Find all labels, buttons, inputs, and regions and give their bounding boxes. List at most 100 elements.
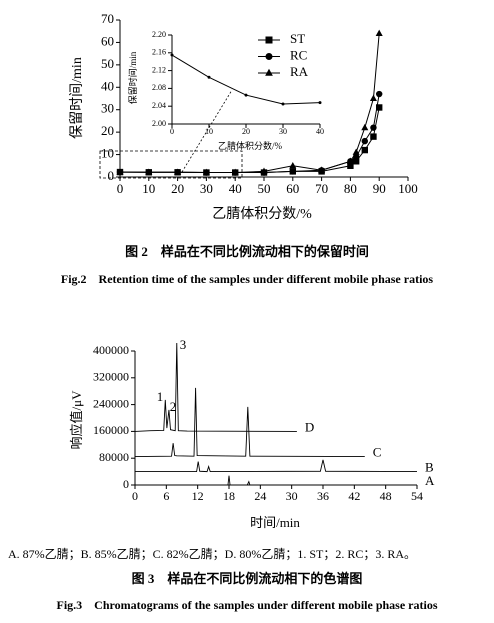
marker	[369, 94, 377, 102]
legend-marker	[265, 36, 273, 44]
inset-y-label: 保留时间/min	[127, 51, 138, 104]
marker	[346, 157, 354, 164]
peak-label: 2	[170, 399, 177, 414]
trace-label: D	[305, 419, 314, 434]
marker	[352, 148, 360, 155]
x-tick-label: 10	[205, 127, 213, 136]
marker	[347, 162, 354, 169]
peak-label: 1	[157, 389, 164, 404]
x-tick-label: 24	[254, 489, 266, 503]
x-tick-label: 0	[117, 181, 124, 196]
x-tick-label: 20	[171, 181, 184, 196]
zoom-connector	[181, 89, 233, 173]
marker	[361, 146, 368, 154]
y-axis-label: 保留时间/min	[69, 57, 85, 139]
trace	[135, 475, 417, 486]
x-tick-label: 30	[200, 181, 213, 196]
x-axis-label: 时间/min	[250, 515, 300, 530]
x-tick-label: 30	[279, 127, 287, 136]
x-tick-label: 90	[373, 181, 386, 196]
marker	[361, 137, 368, 145]
marker	[260, 167, 268, 174]
x-tick-label: 54	[411, 489, 423, 503]
inset-marker	[244, 93, 248, 97]
x-tick-label: 40	[316, 127, 324, 136]
trace-label: C	[373, 445, 382, 460]
trace	[135, 459, 418, 473]
y-tick-label: 2.04	[152, 101, 166, 110]
marker	[145, 168, 153, 175]
x-tick-label: 30	[286, 489, 298, 503]
y-tick-label: 240000	[93, 396, 129, 410]
trace-label: B	[425, 460, 434, 475]
x-axis-label: 乙腈体积分数/%	[212, 206, 312, 222]
marker	[361, 123, 369, 131]
y-tick-label: 2.16	[152, 48, 166, 57]
x-tick-label: 18	[223, 489, 235, 503]
inset-x-label: 乙腈体积分数/%	[218, 140, 283, 151]
x-tick-label: 10	[142, 181, 155, 196]
x-tick-label: 36	[317, 489, 329, 503]
marker	[289, 161, 297, 169]
y-tick-label: 2.12	[152, 65, 166, 74]
x-tick-label: 100	[398, 181, 418, 196]
x-tick-label: 80	[344, 181, 357, 196]
zoom-box	[99, 150, 243, 179]
marker	[116, 168, 124, 175]
marker	[174, 168, 182, 175]
x-tick-label: 48	[380, 489, 392, 503]
caption: 图 3 样品在不同比例流动相下的色谱图	[132, 571, 363, 586]
y-tick-label: 400000	[93, 343, 129, 357]
y-tick-label: 2.20	[152, 30, 166, 39]
caption: 图 2 样品在不同比例流动相下的保留时间	[125, 244, 369, 259]
marker	[370, 124, 377, 131]
inset-marker	[281, 102, 285, 106]
y-tick-label: 0	[123, 477, 129, 491]
y-tick-label: 60	[101, 33, 114, 48]
x-tick-label: 42	[348, 489, 360, 503]
legend-label: RC	[290, 47, 307, 62]
x-tick-label: 40	[229, 181, 242, 196]
y-tick-label: 50	[101, 56, 114, 71]
trace	[134, 342, 297, 432]
y-tick-label: 160000	[93, 423, 129, 437]
marker	[202, 168, 210, 176]
y-tick-label: 30	[101, 101, 114, 116]
marker	[375, 29, 383, 37]
legend-marker	[265, 53, 273, 60]
y-tick-label: 320000	[93, 370, 129, 384]
x-tick-label: 6	[163, 489, 169, 503]
x-tick-label: 0	[170, 127, 174, 136]
x-tick-label: 20	[242, 127, 250, 136]
legend-marker	[265, 68, 273, 76]
marker	[352, 158, 360, 165]
marker	[318, 166, 326, 173]
y-tick-label: 10	[101, 146, 114, 161]
trace-label: A	[425, 473, 435, 488]
y-tick-label: 2.08	[152, 83, 166, 92]
y-axis-label: 响应值/μV	[69, 390, 84, 450]
y-tick-label: 2.00	[152, 119, 166, 128]
inset-marker	[170, 53, 174, 57]
caption-en: Fig.2 Retention time of the samples unde…	[61, 272, 434, 286]
x-tick-label: 12	[192, 489, 204, 503]
legend-label: RA	[290, 64, 309, 79]
x-tick-label: 0	[132, 489, 138, 503]
note: A. 87%乙腈；B. 85%乙腈；C. 82%乙腈；D. 80%乙腈；1. S…	[8, 547, 416, 561]
inset-marker	[318, 101, 322, 105]
x-tick-label: 60	[286, 181, 299, 196]
marker	[231, 168, 239, 176]
series-line	[119, 107, 380, 174]
marker	[289, 168, 296, 175]
legend-label: ST	[290, 31, 305, 46]
marker	[370, 133, 377, 140]
y-tick-label: 0	[108, 168, 115, 183]
y-tick-label: 80000	[99, 450, 129, 464]
x-tick-label: 70	[315, 181, 328, 196]
y-tick-label: 70	[101, 11, 114, 26]
trace	[134, 387, 365, 457]
peak-label: 3	[180, 337, 187, 352]
caption-en: Fig.3 Chromatograms of the samples under…	[57, 598, 438, 612]
marker	[376, 90, 383, 98]
